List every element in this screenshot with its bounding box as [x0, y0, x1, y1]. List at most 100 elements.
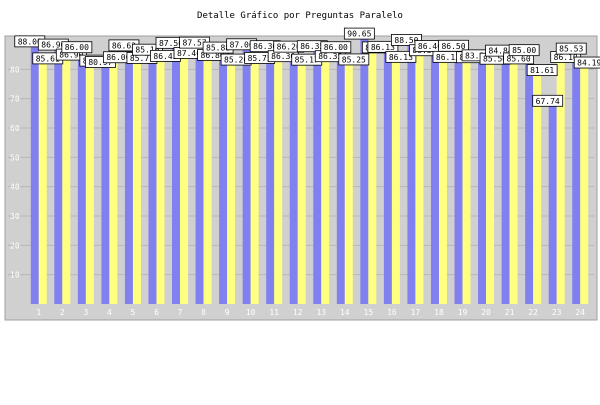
data-label-series1-3: 86.00: [61, 41, 93, 54]
data-label-text: 86.20: [277, 43, 301, 52]
data-label-text: 86.13: [371, 43, 395, 52]
data-label-text: 86.36: [271, 52, 295, 61]
data-label-text: 84.84: [489, 47, 513, 56]
x-tick-label: 2: [60, 308, 65, 317]
data-label-box: [320, 41, 352, 54]
data-label-series2-16: 86.13: [385, 50, 417, 63]
bar-series2-6: [156, 50, 165, 305]
data-label-box: [438, 39, 469, 52]
bar-series2-20: [486, 53, 495, 305]
data-label-text: 85.20: [224, 56, 248, 65]
chart-title: Detalle Gráfico por Preguntas Paralelo: [197, 11, 403, 21]
bar-series2-7: [180, 47, 189, 304]
y-tick-label: 40: [10, 183, 20, 192]
bar-series1-18: [430, 50, 439, 305]
data-label-text: 85.00: [512, 46, 536, 55]
x-tick-label: 23: [552, 308, 562, 317]
data-label-text: 86.13: [389, 53, 413, 62]
x-tick-label: 21: [505, 308, 515, 317]
data-label-box: [508, 44, 540, 57]
data-label-text: 87.46: [177, 49, 201, 58]
bar-series2-21: [509, 52, 518, 305]
data-label-box: [343, 27, 375, 40]
data-label-text: 85.16: [135, 46, 159, 55]
data-label-box: [532, 94, 564, 107]
data-label-text: 86.80: [201, 51, 225, 60]
bar-series1-21: [501, 55, 510, 304]
data-label-text: 86.50: [441, 42, 465, 51]
data-label-text: 80.97: [88, 58, 112, 67]
y-tick-label: 80: [10, 65, 20, 74]
data-label-text: 86.00: [106, 53, 130, 62]
data-label-text: 85.61: [36, 54, 60, 63]
data-labels: 88.0085.6186.9086.9086.0084.8480.9786.00…: [14, 27, 600, 107]
x-axis-ticks: 1 2 3 4 5 6 7 8 9 10 11 12 13 14 15 16 17 18 19 20 21 22 23 24: [36, 308, 585, 317]
y-tick-label: 70: [10, 95, 20, 104]
bar-series1-5: [124, 49, 133, 305]
data-label-text: 86.63: [112, 41, 136, 50]
bar-series2-17: [415, 44, 424, 305]
data-label-box: [573, 56, 600, 69]
bar-series1-23: [548, 105, 557, 305]
data-label-text: 86.45: [153, 52, 177, 61]
data-label-text: 88.00: [18, 37, 42, 46]
y-tick-label: 20: [10, 241, 20, 250]
x-tick-label: 12: [293, 308, 303, 317]
bar-series1-17: [407, 44, 416, 305]
bar-series2-4: [109, 51, 118, 304]
y-tick-label: 30: [10, 212, 20, 221]
x-tick-label: 3: [83, 308, 88, 317]
bar-series2-2: [62, 49, 71, 304]
data-label-text: 81.61: [530, 66, 554, 75]
data-label-text: 84.19: [577, 59, 600, 68]
y-tick-label: 60: [10, 124, 20, 133]
data-label-text: 85.50: [483, 55, 507, 64]
data-label-series1-22: 85.00: [508, 44, 540, 57]
bar-series1-14: [336, 51, 345, 304]
bar-series2-24: [580, 57, 589, 305]
x-tick-label: 20: [481, 308, 491, 317]
x-tick-label: 13: [316, 308, 326, 317]
bar-series2-15: [368, 41, 377, 304]
x-tick-label: 22: [528, 308, 538, 317]
data-label-text: 87.00: [230, 40, 254, 49]
data-label-box: [555, 42, 587, 55]
data-label-text: 87.50: [159, 39, 183, 48]
data-label-text: 86.13: [436, 53, 460, 62]
data-label-box: [385, 50, 417, 63]
x-tick-label: 17: [411, 308, 421, 317]
x-tick-label: 1: [36, 308, 41, 317]
bar-series2-19: [462, 51, 471, 305]
data-label-text: 85.17: [295, 56, 319, 65]
data-label-series1-15: 90.65: [343, 27, 375, 40]
data-label-series2-22: 81.61: [526, 64, 558, 77]
data-label-text: 86.35: [300, 42, 324, 51]
bar-series2-9: [227, 54, 236, 304]
data-label-series1-23: 67.74: [532, 94, 564, 107]
data-label-series1-6: 85.16: [132, 43, 163, 56]
bar-series2-11: [274, 50, 283, 304]
data-label-text: 88.50: [394, 36, 418, 45]
x-tick-label: 18: [434, 308, 444, 317]
x-tick-label: 15: [364, 308, 374, 317]
x-tick-label: 5: [131, 308, 136, 317]
bar-series2-16: [391, 51, 400, 304]
x-tick-label: 9: [225, 308, 230, 317]
data-label-series2-14: 85.25: [338, 53, 370, 66]
bar-series2-5: [132, 52, 141, 304]
data-label-series1-16: 86.13: [367, 40, 399, 53]
bar-series1-20: [478, 59, 487, 304]
bar-series1-22: [525, 54, 534, 304]
data-label-text: 86.90: [59, 51, 83, 60]
bar-series2-13: [321, 50, 330, 304]
x-tick-label: 6: [154, 308, 159, 317]
data-label-text: 83.23: [465, 51, 489, 60]
bar-series1-1: [30, 45, 39, 304]
x-tick-label: 8: [201, 308, 206, 317]
data-label-box: [132, 43, 163, 56]
bar-series1-7: [172, 47, 181, 304]
data-label-text: 86.36: [253, 42, 277, 51]
bar-series2-1: [38, 52, 47, 304]
